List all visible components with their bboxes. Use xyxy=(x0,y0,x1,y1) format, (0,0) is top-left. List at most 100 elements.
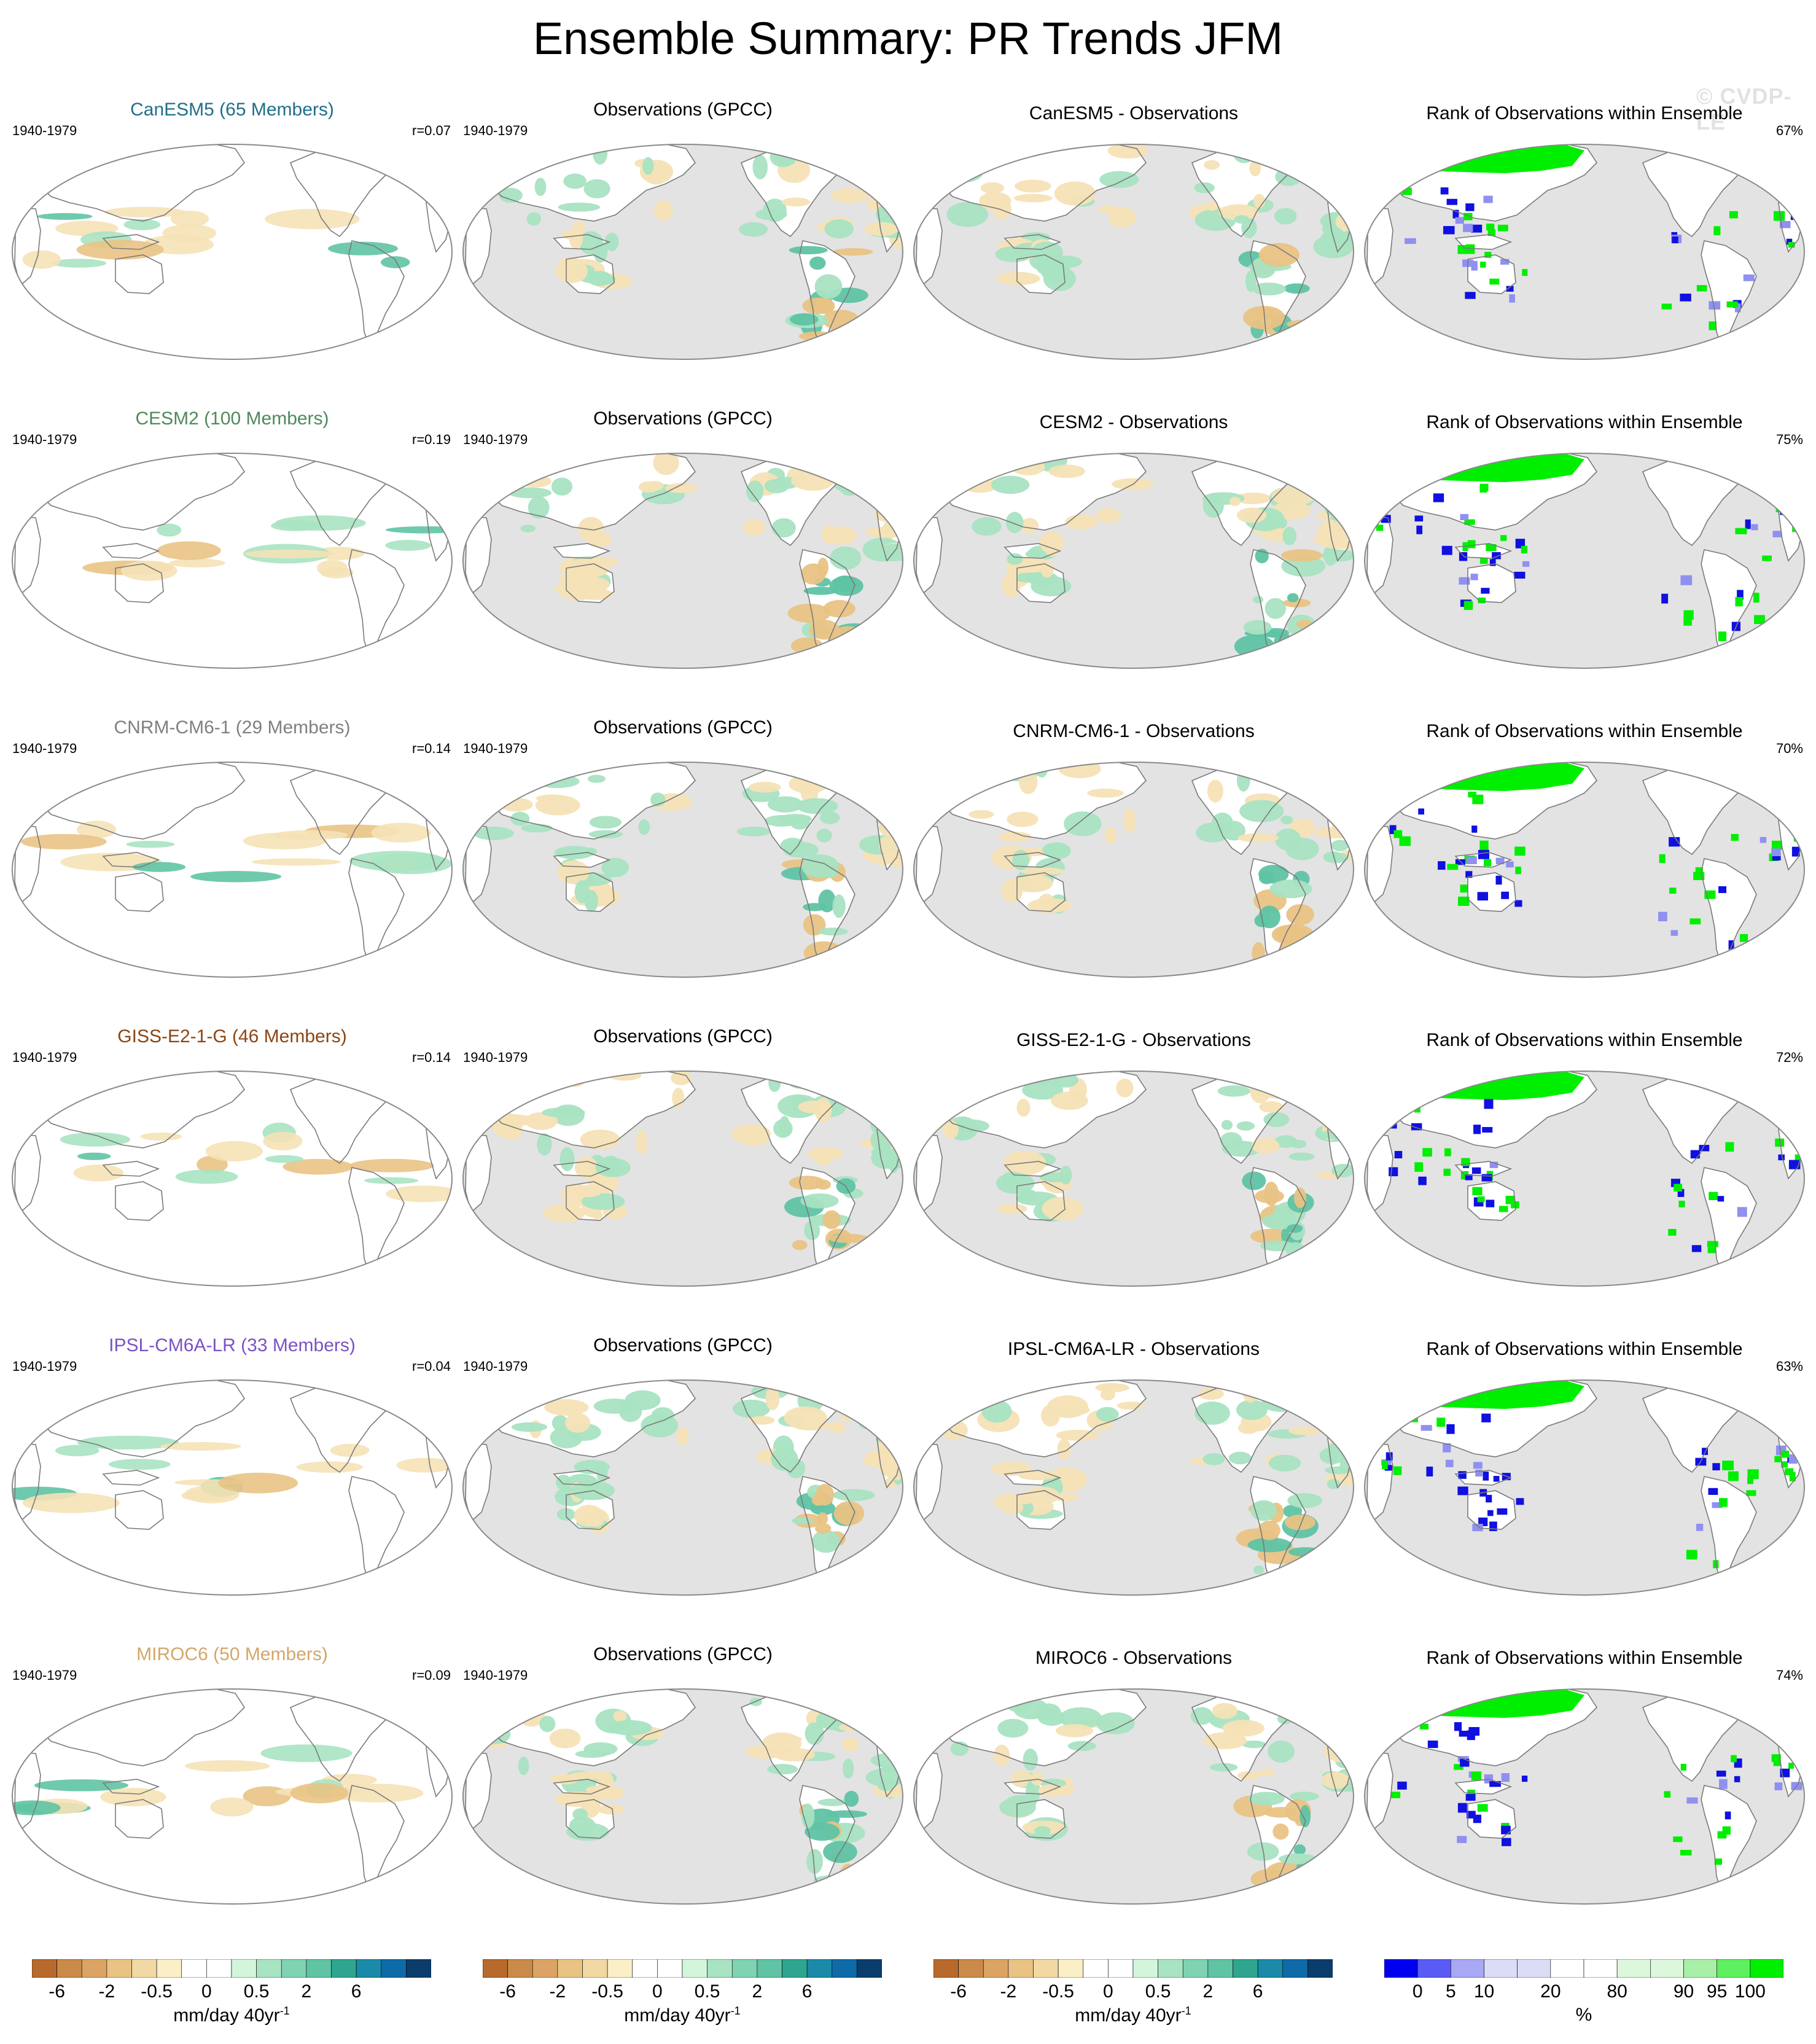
trend-blob xyxy=(320,566,354,579)
rank-cell xyxy=(1464,519,1475,525)
rank-cell xyxy=(1707,1241,1718,1247)
trend-blob xyxy=(1242,1171,1266,1190)
map-border xyxy=(1364,1688,1805,1905)
trend-blob xyxy=(559,584,594,601)
trend-blob xyxy=(972,453,1013,463)
rank-cell xyxy=(1389,825,1397,835)
rank-cell xyxy=(1487,229,1496,236)
rank-cell xyxy=(1489,1521,1497,1531)
trend-blob xyxy=(1029,1071,1063,1086)
trend-blob xyxy=(551,477,573,496)
coastline-australia xyxy=(1467,563,1516,603)
trend-blob xyxy=(1328,1092,1354,1106)
trend-blob xyxy=(881,1114,903,1122)
trend-blob xyxy=(554,846,594,859)
trend-blob xyxy=(1253,193,1266,209)
rank-cell xyxy=(1791,1752,1800,1760)
map-border xyxy=(12,144,453,360)
trend-blob xyxy=(742,519,766,536)
trend-blob xyxy=(1020,867,1066,875)
trend-blob xyxy=(1116,1079,1134,1098)
trend-blob xyxy=(779,1115,790,1136)
trend-blob xyxy=(512,1422,548,1432)
trend-blob xyxy=(473,826,514,840)
rank-percent: 70% xyxy=(1775,741,1803,756)
map-border xyxy=(12,453,453,669)
rank-cell xyxy=(1384,1465,1393,1471)
colorbar-swatch xyxy=(106,1959,132,1978)
rank-cell xyxy=(1489,559,1496,566)
panel-title: CanESM5 (65 Members) xyxy=(130,99,334,120)
rank-cell xyxy=(1390,1792,1401,1798)
map-border xyxy=(12,762,453,978)
trend-blob xyxy=(784,1406,827,1430)
trend-blob xyxy=(34,1779,129,1792)
rank-cell xyxy=(1787,466,1797,472)
trend-blob xyxy=(73,1164,124,1182)
trend-blob xyxy=(883,1714,901,1731)
rank-cell xyxy=(1460,884,1468,893)
rank-cell xyxy=(1771,848,1781,856)
trend-blob xyxy=(491,463,521,486)
rank-cell xyxy=(1677,1188,1685,1197)
rank-cell xyxy=(1500,259,1510,265)
trend-blob xyxy=(290,1783,349,1804)
coastline-africa xyxy=(465,1752,492,1831)
trend-blob xyxy=(946,201,989,227)
rank-cell xyxy=(1467,540,1476,548)
coastline-indonesia xyxy=(553,234,611,250)
map-border xyxy=(462,1379,903,1596)
trend-blob xyxy=(986,763,1001,780)
trend-blob xyxy=(1042,1196,1083,1221)
coastline-greenland xyxy=(1311,453,1344,469)
rank-cell xyxy=(1737,1207,1747,1217)
colorbar: 0 5 10 20 80 90 95 100% xyxy=(1384,1959,1784,2039)
rank-cell xyxy=(1458,896,1470,906)
coastline-australia xyxy=(115,1181,164,1221)
rank-cell xyxy=(1463,601,1473,610)
coastline-eurasia xyxy=(35,1689,246,1766)
rank-cell xyxy=(1465,203,1475,211)
trend-blob xyxy=(672,1088,685,1109)
rank-cell xyxy=(1515,866,1521,875)
trend-blob xyxy=(749,1416,775,1425)
land-southAmerica xyxy=(1701,550,1756,654)
rank-cell xyxy=(1420,1425,1432,1431)
coastline-greenland xyxy=(1311,762,1344,778)
trend-blob xyxy=(380,256,410,268)
trend-blob xyxy=(1296,620,1313,629)
map-panel-rank: Rank of Observations within Ensemble 70% xyxy=(1363,716,1806,978)
trend-blob xyxy=(1019,769,1038,795)
trend-blob xyxy=(1198,1387,1224,1400)
trend-blob xyxy=(385,526,452,534)
trend-blob xyxy=(601,857,629,878)
colorbar-swatch xyxy=(1517,1959,1551,1978)
trend-blob xyxy=(1317,485,1354,500)
map-panel-diff: MIROC6 - Observations xyxy=(913,1643,1355,1905)
trend-blob xyxy=(574,880,590,903)
trend-blob xyxy=(1099,171,1139,189)
map-panel-model: IPSL-CM6A-LR (33 Members) 1940-1979 r=0.04 xyxy=(11,1334,453,1596)
rank-cell xyxy=(1735,597,1743,607)
rank-cell xyxy=(1487,1510,1494,1516)
rank-cell xyxy=(1796,794,1804,803)
map-border xyxy=(462,144,903,360)
trend-blob xyxy=(1007,553,1023,565)
trend-blob xyxy=(991,475,1030,494)
trend-blob xyxy=(593,1398,636,1414)
rank-cell xyxy=(1460,1758,1470,1767)
coastline-australia xyxy=(1016,1181,1066,1221)
coastline-eurasia xyxy=(937,1380,1147,1457)
trend-blob xyxy=(1325,486,1341,496)
trend-blob xyxy=(1335,1735,1349,1755)
colorbar-units: % xyxy=(1384,2005,1783,2026)
land-australia xyxy=(1468,873,1516,911)
map-svg xyxy=(1364,1379,1805,1596)
period-label: 1940-1979 xyxy=(12,1359,77,1374)
rank-cell xyxy=(1427,1740,1438,1749)
period-label: 1940-1979 xyxy=(12,432,77,447)
trend-blob xyxy=(959,144,993,166)
trend-blob xyxy=(1209,1763,1238,1772)
rank-cell xyxy=(1471,825,1478,833)
trend-blob xyxy=(833,248,873,256)
